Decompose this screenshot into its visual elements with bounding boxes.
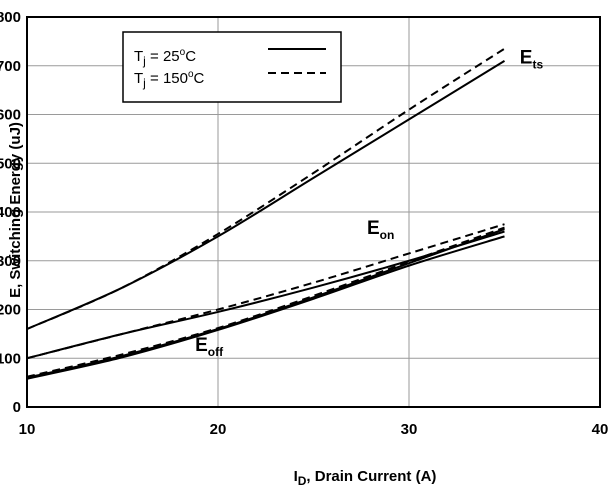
series-line-4: [26, 228, 505, 379]
series-line-5: [26, 235, 505, 380]
y-axis-label: E, Switching Energy (uJ): [7, 122, 24, 298]
series-line-6: [26, 226, 505, 378]
series-line-1: [26, 47, 506, 330]
y-tick-label: 700: [0, 58, 21, 75]
x-tick-label: 20: [210, 421, 227, 438]
y-tick-label: 300: [0, 253, 21, 270]
plot-frame: [26, 16, 601, 408]
series-line-2: [26, 230, 505, 360]
legend-entry-label: Tj = 25oC: [134, 47, 196, 68]
series-line-3: [26, 223, 505, 360]
legend-box: [122, 31, 342, 103]
y-tick-label: 400: [0, 204, 21, 221]
y-tick-label: 600: [0, 107, 21, 124]
y-tick-label: 500: [0, 155, 21, 172]
series-label-ets: Ets: [520, 47, 544, 71]
y-tick-label: 100: [0, 350, 21, 367]
legend-entry-label: Tj = 150oC: [134, 69, 205, 90]
x-tick-label: 40: [592, 421, 609, 438]
y-tick-label: 0: [13, 399, 21, 416]
series-label-eoff: Eoff: [195, 335, 224, 359]
x-tick-label: 30: [401, 421, 418, 438]
x-axis-label: ID, Drain Current (A): [294, 468, 437, 488]
series-label-eon: Eon: [367, 218, 394, 242]
legend: Tj = 25oC Tj = 150oC: [122, 31, 342, 103]
x-tick-label: 10: [19, 421, 36, 438]
y-tick-label: 200: [0, 302, 21, 319]
plot-lines: [26, 47, 506, 380]
y-tick-label: 800: [0, 9, 21, 26]
